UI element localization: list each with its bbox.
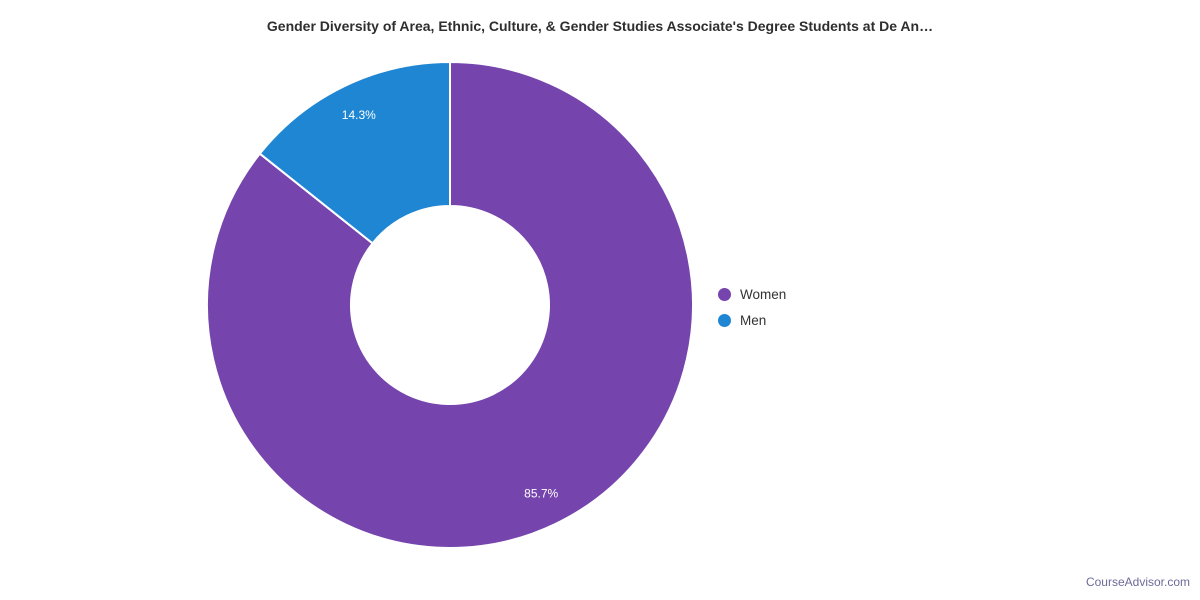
legend-item-label: Men	[740, 312, 767, 328]
pie-slice-label: 85.7%	[524, 486, 558, 500]
chart-legend: Women Men	[718, 281, 786, 333]
legend-item[interactable]: Men	[718, 307, 786, 333]
legend-color-swatch	[718, 287, 731, 301]
pie-slice-label: 14.3%	[342, 108, 376, 122]
legend-item-label: Women	[740, 286, 787, 302]
pie-slice-labels-group: 85.7% 14.3%	[342, 108, 559, 500]
legend-item[interactable]: Women	[718, 281, 786, 307]
legend-color-swatch	[718, 313, 731, 327]
pie-slice[interactable]	[258, 60, 451, 245]
pie-slices-group	[206, 60, 694, 549]
page-title: Gender Diversity of Area, Ethnic, Cultur…	[266, 18, 934, 34]
footer-brand: CourseAdvisor.com	[1085, 575, 1190, 589]
pie-slice[interactable]	[206, 60, 694, 549]
